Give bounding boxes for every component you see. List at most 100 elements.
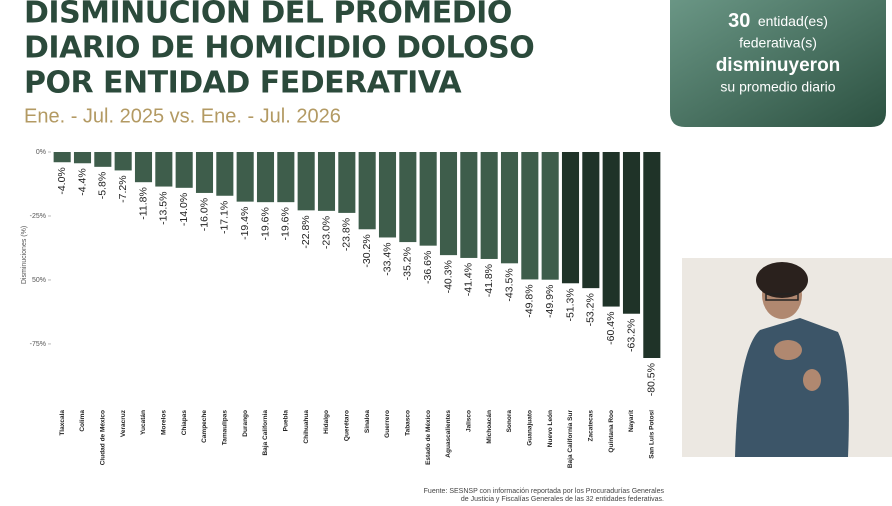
value-label: -14.0% xyxy=(178,193,190,226)
bar xyxy=(643,152,661,358)
bar xyxy=(358,152,376,230)
x-tick-label: Chiapas xyxy=(181,410,188,436)
callout-text: su promedio diario xyxy=(720,79,835,95)
x-tick-label: Estado de México xyxy=(425,410,432,465)
bar xyxy=(419,152,437,246)
x-tick-label: Aguascalientes xyxy=(445,410,452,458)
value-label: -49.9% xyxy=(544,285,556,318)
value-label: -23.8% xyxy=(341,218,353,251)
bar xyxy=(460,152,478,258)
bar xyxy=(277,152,295,203)
x-tick-label: Nayarit xyxy=(628,409,635,432)
callout-text: federativa(s) xyxy=(739,35,817,51)
bar xyxy=(73,152,92,164)
x-tick-label: Ciudad de México xyxy=(100,410,107,465)
x-tick-label: Sinaloa xyxy=(364,410,371,434)
bar xyxy=(317,152,336,211)
x-tick-label: Puebla xyxy=(283,410,290,432)
value-label: -40.3% xyxy=(442,260,454,293)
bar xyxy=(94,152,112,167)
value-label: -19.4% xyxy=(239,207,251,240)
value-label: -80.5% xyxy=(646,363,658,396)
bar xyxy=(53,152,71,163)
x-tick-label: Hidalgo xyxy=(323,410,330,434)
x-tick-label: Guanajuato xyxy=(527,410,534,446)
x-tick-label: Campeche xyxy=(201,410,208,443)
value-label: -23.0% xyxy=(320,216,332,249)
x-tick-label: Michoacán xyxy=(486,410,493,444)
bar xyxy=(561,152,580,284)
title-line: DISMINUCIÓN DEL PROMEDIO xyxy=(24,0,512,31)
value-label: -13.5% xyxy=(158,192,170,225)
value-label: -35.2% xyxy=(402,247,414,280)
value-label: -19.6% xyxy=(280,207,292,240)
bar xyxy=(602,152,620,307)
bar xyxy=(216,152,234,196)
x-tick-label: Tamaulipas xyxy=(222,410,229,446)
bar xyxy=(399,152,417,243)
value-label: -36.6% xyxy=(422,251,434,284)
bar xyxy=(236,152,254,202)
value-label: -33.4% xyxy=(381,242,393,275)
value-label: -17.1% xyxy=(219,201,231,234)
x-tick-label: Chihuahua xyxy=(303,410,310,444)
x-tick-label: Tlaxcala xyxy=(59,410,66,436)
bar xyxy=(195,152,214,193)
y-tick-label: -25% xyxy=(30,213,46,220)
bar xyxy=(297,152,315,211)
value-label: -51.3% xyxy=(564,288,576,321)
bar xyxy=(582,152,600,289)
callout-box xyxy=(670,0,886,127)
value-label: -60.4% xyxy=(605,312,617,345)
value-label: -30.2% xyxy=(361,234,373,267)
bar xyxy=(500,152,519,264)
value-label: -4.0% xyxy=(56,167,68,194)
interpreter-video xyxy=(682,258,892,457)
x-tick-label: Morelos xyxy=(161,410,168,435)
value-label: -4.4% xyxy=(76,168,88,195)
x-tick-label: Baja California xyxy=(262,410,269,456)
callout-line: 30 entidad(es) xyxy=(728,10,828,32)
y-axis-label: Disminuciones (%) xyxy=(21,226,28,284)
value-label: -41.4% xyxy=(463,263,475,296)
callout-text: entidad(es) xyxy=(758,13,828,29)
x-tick-label: Zacatecas xyxy=(588,410,595,442)
x-tick-label: Jalisco xyxy=(466,410,473,432)
y-tick-label: 0% xyxy=(36,149,46,156)
value-label: -19.6% xyxy=(259,207,271,240)
title-line: DIARIO DE HOMICIDIO DOLOSO xyxy=(24,31,534,66)
x-tick-label: Nuevo León xyxy=(547,410,554,447)
callout-number: 30 xyxy=(728,10,750,32)
y-tick-label: 50% xyxy=(32,277,46,284)
value-label: -43.5% xyxy=(503,268,515,301)
bar xyxy=(338,152,356,213)
value-label: -41.8% xyxy=(483,264,495,297)
bar xyxy=(378,152,397,238)
bar xyxy=(155,152,173,187)
x-tick-label: Veracruz xyxy=(120,409,127,437)
bar xyxy=(175,152,193,188)
value-label: -49.8% xyxy=(524,284,536,317)
value-label: -7.2% xyxy=(117,175,129,202)
value-label: -22.8% xyxy=(300,215,312,248)
x-tick-label: Guerrero xyxy=(384,410,391,438)
bar xyxy=(622,152,641,314)
x-tick-label: Tabasco xyxy=(405,410,412,436)
y-tick-label: -75% xyxy=(30,341,46,348)
value-label: -5.8% xyxy=(97,172,109,199)
value-label: -11.8% xyxy=(137,187,149,220)
x-tick-label: Durango xyxy=(242,410,249,437)
source: de Justicia y Fiscalías Generales de las… xyxy=(461,496,664,503)
bar xyxy=(439,152,458,256)
bar xyxy=(521,152,539,280)
title-line: POR ENTIDAD FEDERATIVA xyxy=(24,66,462,101)
subtitle: Ene. - Jul. 2025 vs. Ene. - Jul. 2026 xyxy=(24,105,341,127)
x-tick-label: Sonora xyxy=(506,410,513,433)
x-tick-label: Yucatán xyxy=(140,410,147,435)
x-tick-label: Colima xyxy=(79,410,86,432)
bar xyxy=(541,152,559,280)
bar xyxy=(480,152,498,259)
value-label: -63.2% xyxy=(625,319,637,352)
source: Fuente: SESNSP con información reportada… xyxy=(424,488,665,495)
